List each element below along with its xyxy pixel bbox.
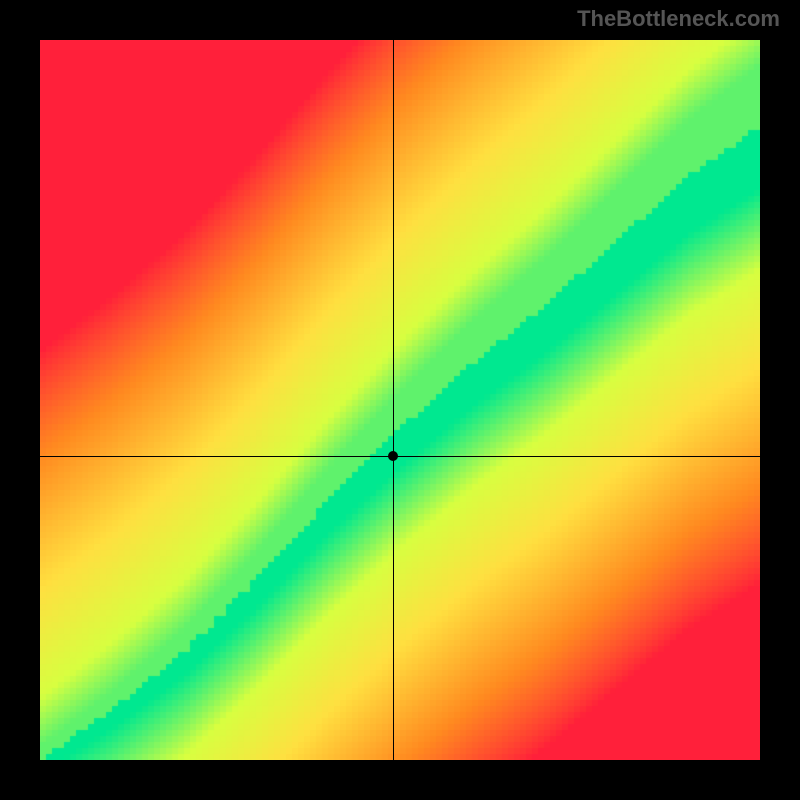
watermark-text: TheBottleneck.com [577, 6, 780, 32]
heatmap-canvas [40, 40, 760, 760]
marker-dot [388, 451, 398, 461]
crosshair-horizontal [40, 456, 760, 457]
plot-area [40, 40, 760, 760]
crosshair-vertical [393, 40, 394, 760]
